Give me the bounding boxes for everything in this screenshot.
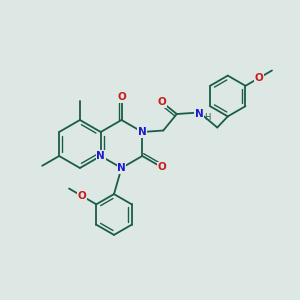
Text: N: N (96, 151, 105, 161)
Text: N: N (195, 109, 204, 119)
Text: O: O (158, 162, 166, 172)
Text: O: O (78, 191, 86, 201)
Text: N: N (117, 163, 126, 173)
Text: H: H (204, 113, 211, 122)
Text: N: N (138, 127, 147, 137)
Text: O: O (158, 97, 166, 107)
Text: O: O (255, 73, 263, 83)
Text: O: O (117, 92, 126, 103)
